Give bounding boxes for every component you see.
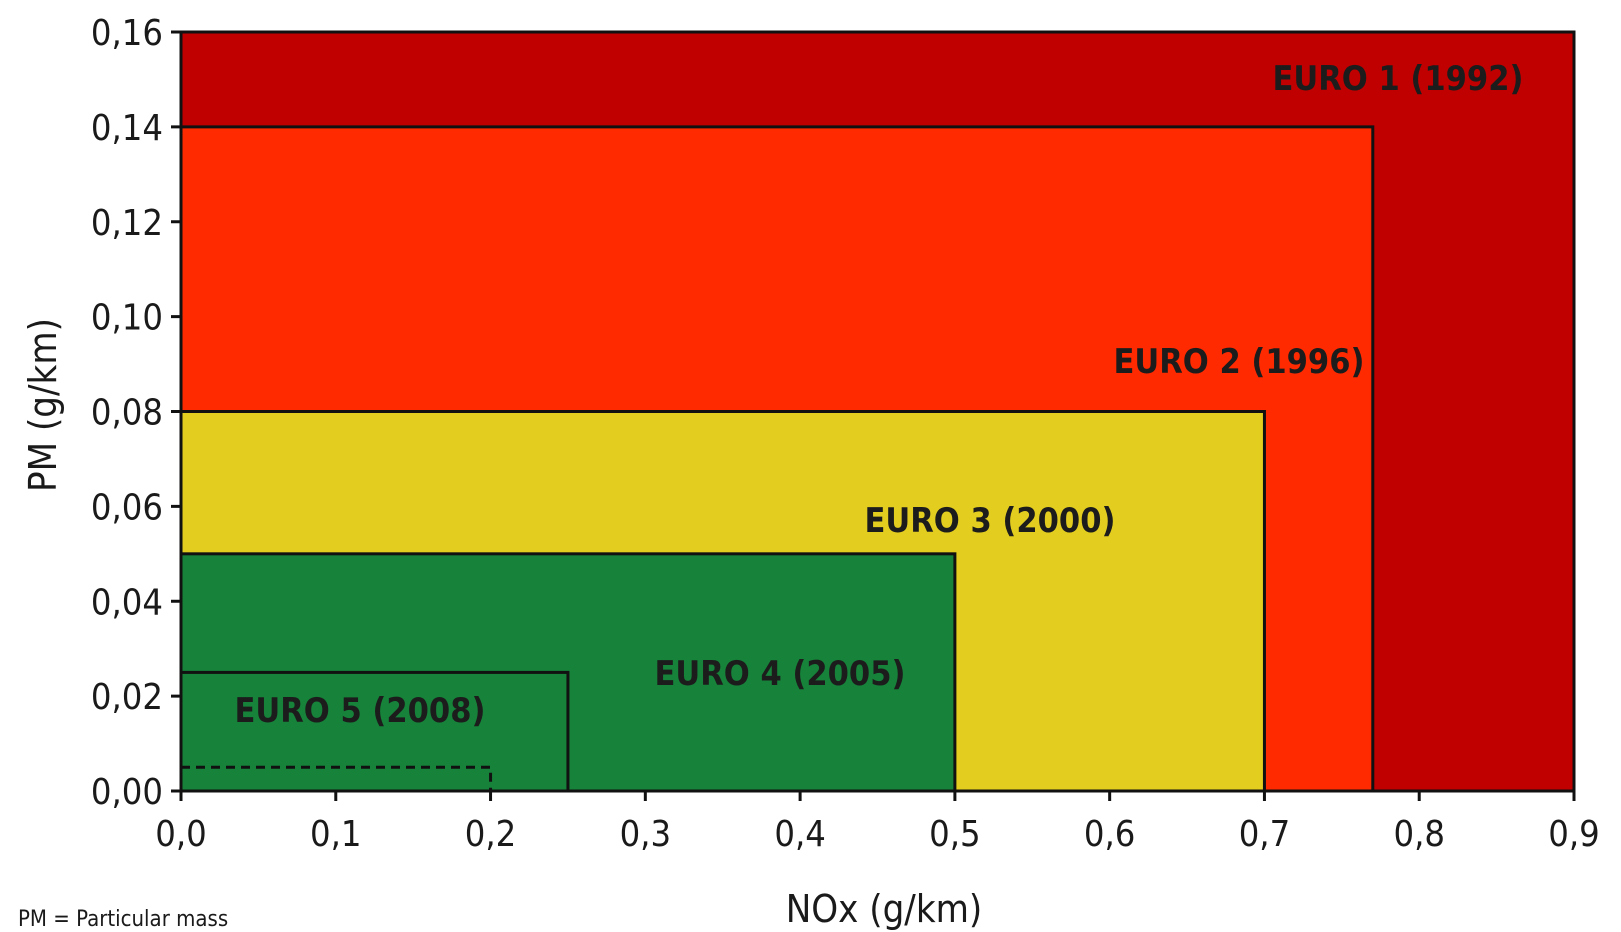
region-label-euro-5: EURO 5 (2008) [235,691,486,731]
y-tick-label: 0,02 [91,677,163,718]
x-tick-label: 0,4 [774,814,826,855]
x-tick-label: 0,6 [1084,814,1136,855]
x-ticks: 0,0 0,1 0,2 0,3 0,4 0,5 0,6 0,7 0,8 0,9 [155,791,1600,855]
region-label-euro-4: EURO 4 (2005) [655,654,906,694]
y-tick-label: 0,06 [91,487,163,528]
x-tick-label: 0,0 [155,814,207,855]
x-tick-label: 0,8 [1393,814,1445,855]
region-label-euro-1: EURO 1 (1992) [1273,59,1524,99]
x-tick-label: 0,1 [310,814,362,855]
region-labels: EURO 1 (1992) EURO 2 (1996) EURO 3 (2000) E… [235,59,1524,731]
y-tick-label: 0,14 [91,108,163,149]
x-tick-label: 0,5 [929,814,981,855]
x-tick-label: 0,9 [1548,814,1600,855]
y-tick-label: 0,04 [91,582,163,623]
y-tick-label: 0,00 [91,772,163,813]
region-label-euro-2: EURO 2 (1996) [1114,342,1365,382]
x-tick-label: 0,3 [620,814,672,855]
y-tick-label: 0,12 [91,203,163,244]
euro-regions [179,30,1576,793]
y-tick-label: 0,08 [91,393,163,434]
y-ticks: 0,00 0,02 0,04 0,06 0,08 0,10 0,12 0,14 0,16 [91,13,181,813]
y-axis-title: PM (g/km) [21,318,65,492]
y-tick-label: 0,16 [91,13,163,54]
x-axis-title: NOx (g/km) [786,887,983,931]
x-tick-label: 0,7 [1239,814,1291,855]
x-tick-label: 0,2 [465,814,517,855]
region-label-euro-3: EURO 3 (2000) [865,501,1116,541]
footnote: PM = Particular mass [18,907,228,932]
y-tick-label: 0,10 [91,298,163,339]
